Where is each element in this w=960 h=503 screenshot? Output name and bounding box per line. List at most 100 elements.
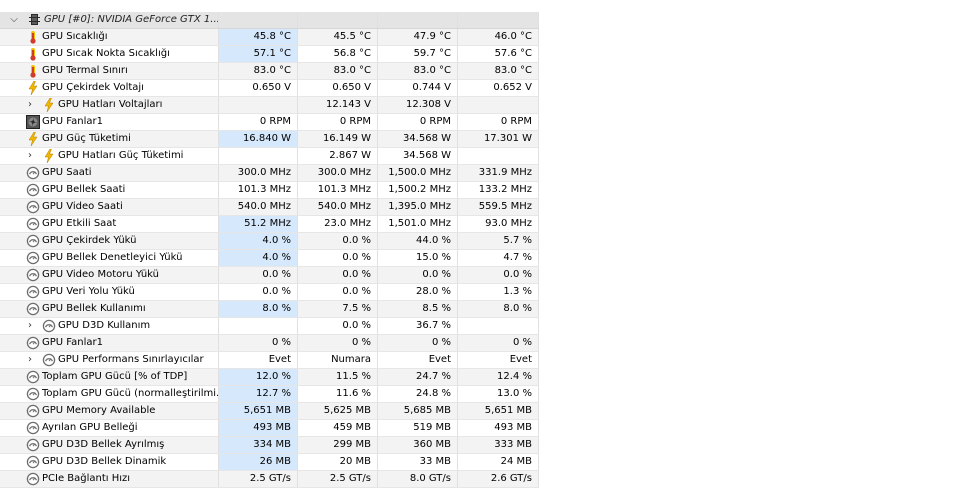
value-avg: 559.5 MHz	[458, 199, 539, 215]
sensor-label-cell[interactable]: GPU Video Motoru Yükü	[0, 267, 219, 283]
sensor-row-gpu-performans-sinirlayicilar[interactable]: › GPU Performans Sınırlayıcılar Evet Numara…	[0, 352, 539, 369]
sensor-label: GPU Video Motoru Yükü	[42, 269, 160, 280]
value-avg	[458, 318, 539, 334]
sensor-label-cell[interactable]: GPU Güç Tüketimi	[0, 131, 219, 147]
fan-icon	[26, 115, 40, 129]
sensor-label-cell[interactable]: GPU Fanlar1	[0, 335, 219, 351]
gauge-icon	[26, 268, 40, 282]
sensor-row-gpu-hatlari-voltajlari[interactable]: › GPU Hatları Voltajları 12.143 V 12.308 V	[0, 97, 539, 114]
sensor-label-cell[interactable]: PCIe Bağlantı Hızı	[0, 471, 219, 487]
sensor-label-cell[interactable]: GPU Bellek Kullanımı	[0, 301, 219, 317]
sensor-label-cell[interactable]: GPU Çekirdek Yükü	[0, 233, 219, 249]
chevron-right-icon[interactable]: ›	[28, 99, 32, 110]
sensor-row-gpu-veri-yolu-yuku[interactable]: GPU Veri Yolu Yükü 0.0 % 0.0 % 28.0 % 1.3 %	[0, 284, 539, 301]
value-avg: 8.0 %	[458, 301, 539, 317]
value-max: 47.9 °C	[378, 29, 458, 45]
value-avg: 133.2 MHz	[458, 182, 539, 198]
sensor-label-cell[interactable]: GPU D3D Bellek Ayrılmış	[0, 437, 219, 453]
lightning-icon	[26, 131, 40, 147]
chevron-right-icon[interactable]: ›	[28, 150, 32, 161]
sensor-label-cell[interactable]: GPU Termal Sınırı	[0, 63, 219, 79]
gpu-group-header[interactable]: ⌵ GPU [#0]: NVIDIA GeForce GTX 1...	[0, 12, 539, 29]
sensor-row-gpu-video-saati[interactable]: GPU Video Saati 540.0 MHz 540.0 MHz 1,395.0…	[0, 199, 539, 216]
sensor-row-gpu-cekirdek-yuku[interactable]: GPU Çekirdek Yükü 4.0 % 0.0 % 44.0 % 5.7 %	[0, 233, 539, 250]
sensor-row-pcie-baglanti-hizi[interactable]: PCIe Bağlantı Hızı 2.5 GT/s 2.5 GT/s 8.0 GT…	[0, 471, 539, 488]
sensor-label-cell[interactable]: GPU Veri Yolu Yükü	[0, 284, 219, 300]
sensor-label-cell[interactable]: GPU Etkili Saat	[0, 216, 219, 232]
sensor-label-cell[interactable]: Toplam GPU Gücü (normalleştirilmi...	[0, 386, 219, 402]
sensor-row-gpu-hatlari-guc-tuketimi[interactable]: › GPU Hatları Güç Tüketimi 2.867 W 34.568 W	[0, 148, 539, 165]
sensor-label-cell[interactable]: GPU Bellek Saati	[0, 182, 219, 198]
value-avg	[458, 148, 539, 164]
sensor-row-gpu-cekirdek-voltaji[interactable]: GPU Çekirdek Voltajı 0.650 V 0.650 V 0.744 …	[0, 80, 539, 97]
sensor-label: GPU Bellek Kullanımı	[42, 303, 146, 314]
sensor-row-gpu-guc-tuketimi[interactable]: GPU Güç Tüketimi 16.840 W 16.149 W 34.568 W…	[0, 131, 539, 148]
sensor-row-gpu-etkili-saat[interactable]: GPU Etkili Saat 51.2 MHz 23.0 MHz 1,501.0 M…	[0, 216, 539, 233]
sensor-label: GPU Termal Sınırı	[42, 65, 128, 76]
value-avg: 93.0 MHz	[458, 216, 539, 232]
sensor-row-gpu-termal-siniri[interactable]: GPU Termal Sınırı 83.0 °C 83.0 °C 83.0 °C 83…	[0, 63, 539, 80]
sensor-row-gpu-sicak-nokta-sicakligi[interactable]: GPU Sıcak Nokta Sıcaklığı 57.1 °C 56.8 °C 5…	[0, 46, 539, 63]
value-max: 1,500.2 MHz	[378, 182, 458, 198]
sensor-row-toplam-gpu-gucu-normallestirilmi[interactable]: Toplam GPU Gücü (normalleştirilmi... 12.7…	[0, 386, 539, 403]
sensor-label-cell[interactable]: GPU D3D Bellek Dinamik	[0, 454, 219, 470]
value-min: 0.0 %	[298, 284, 378, 300]
sensor-label-cell[interactable]: › GPU Performans Sınırlayıcılar	[0, 352, 219, 368]
sensor-label: GPU D3D Bellek Ayrılmış	[42, 439, 165, 450]
value-current: 8.0 %	[219, 301, 298, 317]
sensor-row-gpu-bellek-denetleyici-yuku[interactable]: GPU Bellek Denetleyici Yükü 4.0 % 0.0 % 15.…	[0, 250, 539, 267]
header-col-current	[219, 12, 298, 28]
sensor-label-cell[interactable]: › GPU D3D Kullanım	[0, 318, 219, 334]
sensor-row-gpu-video-motoru-yuku[interactable]: GPU Video Motoru Yükü 0.0 % 0.0 % 0.0 % 0.0 …	[0, 267, 539, 284]
sensor-row-gpu-fanlar1[interactable]: GPU Fanlar1 0 % 0 % 0 % 0 %	[0, 335, 539, 352]
value-min: 101.3 MHz	[298, 182, 378, 198]
sensor-label: PCIe Bağlantı Hızı	[42, 473, 131, 484]
value-current: 0.0 %	[219, 267, 298, 283]
sensor-row-ayrilan-gpu-bellegi[interactable]: Ayrılan GPU Belleği 493 MB 459 MB 519 MB 493…	[0, 420, 539, 437]
value-current: 51.2 MHz	[219, 216, 298, 232]
sensor-row-gpu-memory-available[interactable]: GPU Memory Available 5,651 MB 5,625 MB 5,68…	[0, 403, 539, 420]
value-max: 5,685 MB	[378, 403, 458, 419]
sensor-row-gpu-saati[interactable]: GPU Saati 300.0 MHz 300.0 MHz 1,500.0 MHz 33…	[0, 165, 539, 182]
sensor-row-gpu-sicakligi[interactable]: GPU Sıcaklığı 45.8 °C 45.5 °C 47.9 °C 46.0 °…	[0, 29, 539, 46]
value-min: 45.5 °C	[298, 29, 378, 45]
value-max: 0.744 V	[378, 80, 458, 96]
gpu-group-header-label-cell[interactable]: ⌵ GPU [#0]: NVIDIA GeForce GTX 1...	[0, 12, 219, 28]
gauge-icon	[26, 234, 40, 248]
sensor-row-gpu-fanlar1[interactable]: GPU Fanlar1 0 RPM 0 RPM 0 RPM 0 RPM	[0, 114, 539, 131]
sensor-label: GPU D3D Kullanım	[58, 320, 151, 331]
chevron-right-icon[interactable]: ›	[28, 320, 32, 331]
value-min: Numara	[298, 352, 378, 368]
sensor-row-gpu-bellek-saati[interactable]: GPU Bellek Saati 101.3 MHz 101.3 MHz 1,500.…	[0, 182, 539, 199]
sensor-label-cell[interactable]: GPU Sıcaklığı	[0, 29, 219, 45]
sensor-row-gpu-d3d-kullanim[interactable]: › GPU D3D Kullanım 0.0 % 36.7 %	[0, 318, 539, 335]
sensor-label-cell[interactable]: › GPU Hatları Voltajları	[0, 97, 219, 113]
thermometer-icon	[26, 47, 40, 61]
value-max: 0.0 %	[378, 267, 458, 283]
chevron-down-icon[interactable]: ⌵	[10, 14, 18, 25]
sensor-label: GPU Güç Tüketimi	[42, 133, 131, 144]
sensor-label-cell[interactable]: GPU Saati	[0, 165, 219, 181]
gauge-icon	[26, 455, 40, 469]
sensor-label-cell[interactable]: Ayrılan GPU Belleği	[0, 420, 219, 436]
sensor-row-toplam-gpu-gucu-of-tdp[interactable]: Toplam GPU Gücü [% of TDP] 12.0 % 11.5 % 24…	[0, 369, 539, 386]
value-current: 26 MB	[219, 454, 298, 470]
sensor-label: GPU D3D Bellek Dinamik	[42, 456, 167, 467]
value-current: 0.650 V	[219, 80, 298, 96]
sensor-row-gpu-d3d-bellek-dinamik[interactable]: GPU D3D Bellek Dinamik 26 MB 20 MB 33 MB 24 …	[0, 454, 539, 471]
sensor-label-cell[interactable]: Toplam GPU Gücü [% of TDP]	[0, 369, 219, 385]
chevron-right-icon[interactable]: ›	[28, 354, 32, 365]
sensor-label-cell[interactable]: GPU Video Saati	[0, 199, 219, 215]
sensor-label: GPU Sıcaklığı	[42, 31, 108, 42]
sensor-label-cell[interactable]: › GPU Hatları Güç Tüketimi	[0, 148, 219, 164]
sensor-label-cell[interactable]: GPU Çekirdek Voltajı	[0, 80, 219, 96]
sensor-label-cell[interactable]: GPU Fanlar1	[0, 114, 219, 130]
sensor-label-cell[interactable]: GPU Bellek Denetleyici Yükü	[0, 250, 219, 266]
lightning-icon	[42, 97, 56, 113]
header-col-avg	[458, 12, 539, 28]
sensor-label-cell[interactable]: GPU Sıcak Nokta Sıcaklığı	[0, 46, 219, 62]
sensor-row-gpu-d3d-bellek-ayrilmis[interactable]: GPU D3D Bellek Ayrılmış 334 MB 299 MB 360 M…	[0, 437, 539, 454]
sensor-row-gpu-bellek-kullanimi[interactable]: GPU Bellek Kullanımı 8.0 % 7.5 % 8.5 % 8.0 %	[0, 301, 539, 318]
sensor-table: ⌵ GPU [#0]: NVIDIA GeForce GTX 1... GPU …	[0, 12, 539, 488]
sensor-label-cell[interactable]: GPU Memory Available	[0, 403, 219, 419]
